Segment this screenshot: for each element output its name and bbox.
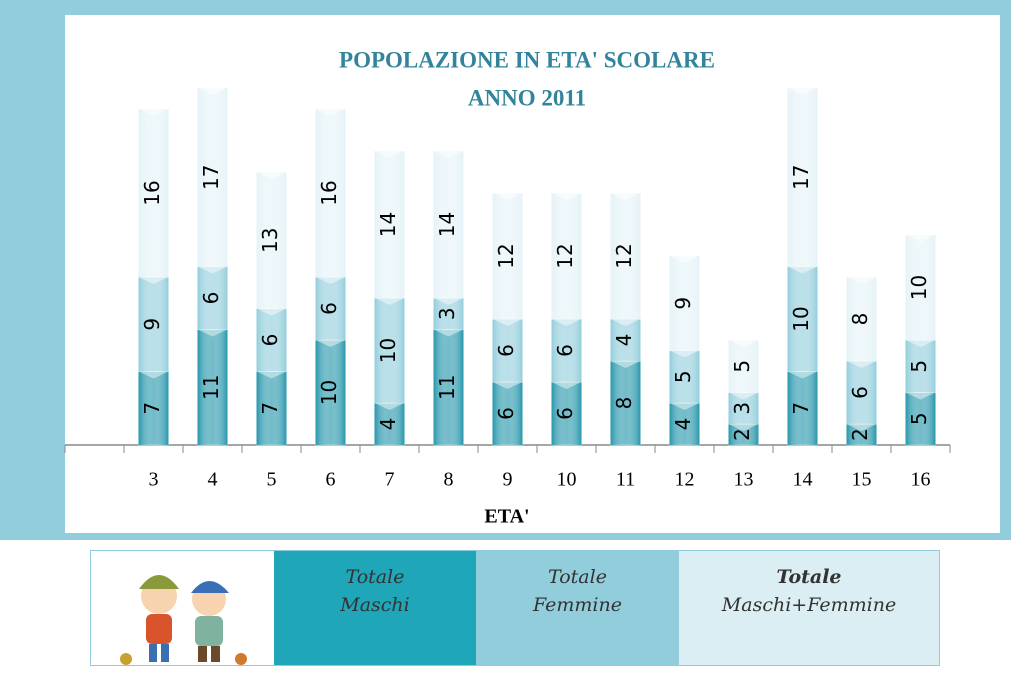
x-tick-label: 16 — [911, 469, 931, 491]
value-label: 6 — [494, 344, 518, 357]
legend-item: Totale Femmine — [476, 551, 679, 665]
value-label: 3 — [435, 307, 459, 320]
value-label: 11 — [199, 375, 223, 400]
x-tick-label: 7 — [385, 469, 395, 491]
legend-label: Totale Maschi — [320, 563, 430, 619]
value-label: 6 — [199, 292, 223, 305]
value-label: 14 — [435, 212, 459, 237]
kids-icon — [91, 551, 274, 665]
value-label: 10 — [789, 306, 813, 331]
value-label: 10 — [317, 380, 341, 405]
value-label: 6 — [258, 334, 282, 347]
value-label: 10 — [907, 275, 931, 300]
value-label: 6 — [553, 407, 577, 420]
x-tick-label: 5 — [267, 469, 277, 491]
value-label: 9 — [671, 297, 695, 310]
value-label: 12 — [612, 243, 636, 268]
value-label: 5 — [907, 360, 931, 373]
x-tick-label: 6 — [326, 469, 336, 491]
value-label: 8 — [612, 397, 636, 410]
value-label: 5 — [907, 412, 931, 425]
value-label: 7 — [140, 402, 164, 415]
value-label: 2 — [730, 428, 754, 441]
chart: POPOLAZIONE IN ETA' SCOLARE ANNO 2011 ET… — [0, 0, 1011, 545]
legend-label: Totale Maschi+Femmine — [709, 563, 909, 619]
value-label: 9 — [140, 318, 164, 331]
x-tick-label: 4 — [208, 469, 218, 491]
chart-subtitle: ANNO 2011 — [468, 85, 586, 110]
value-label: 6 — [553, 344, 577, 357]
value-label: 17 — [199, 165, 223, 190]
value-label: 12 — [494, 243, 518, 268]
legend-item: Totale Maschi+Femmine — [679, 551, 939, 665]
legend-image — [91, 551, 274, 665]
x-tick-label: 10 — [557, 469, 577, 491]
value-label: 5 — [671, 370, 695, 383]
x-tick-label: 13 — [734, 469, 754, 491]
value-label: 4 — [671, 418, 695, 431]
value-label: 4 — [376, 418, 400, 431]
value-label: 7 — [789, 402, 813, 415]
value-label: 4 — [612, 334, 636, 347]
x-tick-label: 9 — [503, 469, 513, 491]
value-label: 3 — [730, 402, 754, 415]
x-axis-label: ETA' — [484, 506, 529, 528]
legend-label: Totale Femmine — [523, 563, 633, 619]
value-label: 6 — [494, 407, 518, 420]
value-label: 5 — [730, 360, 754, 373]
value-label: 8 — [848, 313, 872, 326]
value-label: 12 — [553, 243, 577, 268]
legend: Totale Maschi Totale Femmine Totale Masc… — [90, 550, 940, 666]
value-label: 14 — [376, 212, 400, 237]
x-tick-label: 3 — [149, 469, 159, 491]
value-label: 10 — [376, 338, 400, 363]
legend-item: Totale Maschi — [274, 551, 476, 665]
x-tick-label: 15 — [852, 469, 872, 491]
x-tick-label: 11 — [616, 469, 635, 491]
value-label: 16 — [317, 180, 341, 205]
x-tick-label: 14 — [793, 469, 813, 491]
value-label: 7 — [258, 402, 282, 415]
x-tick-label: 8 — [444, 469, 454, 491]
page: POPOLAZIONE IN ETA' SCOLARE ANNO 2011 ET… — [0, 0, 1011, 670]
value-label: 6 — [848, 386, 872, 399]
value-label: 16 — [140, 180, 164, 205]
value-label: 13 — [258, 228, 282, 253]
value-label: 11 — [435, 375, 459, 400]
value-label: 2 — [848, 428, 872, 441]
value-label: 17 — [789, 165, 813, 190]
x-tick-label: 12 — [675, 469, 695, 491]
chart-title: POPOLAZIONE IN ETA' SCOLARE — [339, 47, 715, 72]
value-label: 6 — [317, 302, 341, 315]
